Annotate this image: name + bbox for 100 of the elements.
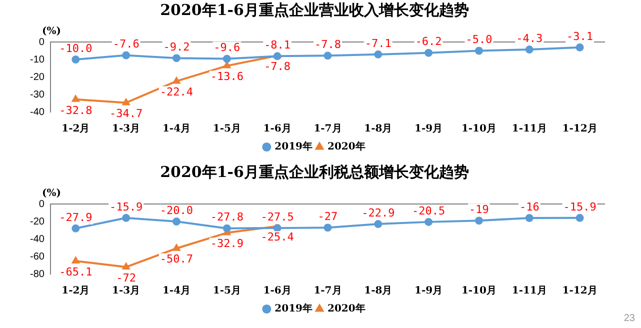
data-label: -27.8 <box>210 210 244 224</box>
point <box>525 46 534 54</box>
x-tick-label: 1-9月 <box>414 124 443 135</box>
point <box>474 216 483 225</box>
point <box>172 54 180 62</box>
data-label: -19 <box>469 202 489 216</box>
x-tick-label: 1-7月 <box>314 286 342 297</box>
data-label: -22.9 <box>362 206 395 220</box>
data-label: -9.2 <box>163 40 190 54</box>
data-label: -8.1 <box>264 38 291 52</box>
legend-label: 2019年 <box>274 140 313 153</box>
chart-title: 2020年1-6月重点企业营业收入增长变化趋势 <box>160 0 469 19</box>
data-label: -16 <box>519 200 540 214</box>
point <box>424 218 433 226</box>
x-tick-label: 1-4月 <box>162 124 191 135</box>
data-label: -32.9 <box>210 237 244 250</box>
point <box>576 43 584 52</box>
point <box>172 77 180 84</box>
legend-label: 2020年 <box>328 140 366 153</box>
data-label: -50.7 <box>160 252 194 266</box>
point <box>122 214 130 222</box>
data-label: -15.9 <box>563 200 596 214</box>
y-tick-label: -40 <box>30 106 45 118</box>
y-tick-label: -60 <box>30 251 45 262</box>
point <box>72 56 80 64</box>
data-label: -22.4 <box>160 86 194 99</box>
point <box>374 50 382 58</box>
data-label: -27 <box>318 210 338 223</box>
point <box>273 224 282 232</box>
x-tick-label: 1-3月 <box>112 286 140 297</box>
data-label: -7.8 <box>314 38 341 52</box>
x-tick-label: 1-11月 <box>512 286 547 297</box>
x-tick-label: 1-6月 <box>263 124 292 135</box>
point <box>222 54 231 63</box>
y-tick-label: -20 <box>30 72 45 83</box>
point <box>324 224 332 232</box>
y-tick-label: -80 <box>30 268 45 280</box>
point <box>222 224 231 232</box>
data-label: -3.1 <box>566 30 594 43</box>
x-tick-label: 1-6月 <box>263 286 292 297</box>
point <box>223 62 230 68</box>
data-label: -15.9 <box>110 200 143 214</box>
data-label: -34.7 <box>110 107 143 120</box>
point <box>72 95 80 102</box>
point <box>525 214 534 222</box>
point <box>474 46 483 55</box>
data-label: -9.6 <box>214 41 240 54</box>
chart-title: 2020年1-6月重点企业利税总额增长变化趋势 <box>160 162 469 181</box>
x-tick-label: 1-12月 <box>562 286 598 297</box>
point <box>72 256 80 264</box>
point <box>122 98 130 106</box>
data-label: -13.6 <box>210 70 244 84</box>
data-label: -72 <box>116 271 136 284</box>
data-label: -20.5 <box>412 204 446 218</box>
x-tick-label: 1-2月 <box>62 286 90 297</box>
data-label: -6.2 <box>415 35 442 48</box>
point <box>324 52 332 60</box>
text: 23 <box>624 313 635 324</box>
data-label: -10.0 <box>59 42 92 55</box>
x-tick-label: 1-10月 <box>461 124 496 135</box>
x-tick-label: 1-5月 <box>212 286 241 297</box>
data-label: -7.6 <box>112 38 140 51</box>
point <box>576 214 584 222</box>
data-label: -65.1 <box>59 265 92 278</box>
point <box>172 218 180 226</box>
point <box>122 51 130 60</box>
y-tick-label: -40 <box>30 234 45 245</box>
data-label: -27.5 <box>260 210 294 224</box>
x-tick-label: 1-8月 <box>364 124 392 135</box>
x-tick-label: 1-11月 <box>512 124 547 135</box>
x-tick-label: 1-5月 <box>212 124 241 135</box>
x-tick-label: 1-12月 <box>562 124 598 135</box>
data-label: -20.0 <box>160 204 194 217</box>
y-axis-title: (%) <box>42 188 61 199</box>
x-tick-label: 1-4月 <box>162 286 191 297</box>
data-label: -7.8 <box>264 60 291 74</box>
legend-label: 2020年 <box>328 302 366 315</box>
x-tick-label: 1-10月 <box>461 286 496 297</box>
point <box>72 224 80 232</box>
y-tick-label: -30 <box>30 89 45 100</box>
y-tick-label: -10 <box>30 54 45 66</box>
x-tick-label: 1-7月 <box>314 124 342 135</box>
data-label: -5.0 <box>466 33 492 46</box>
y-tick-label: 0 <box>38 198 45 210</box>
x-tick-label: 1-3月 <box>112 124 140 135</box>
data-label: -25.4 <box>260 230 294 244</box>
y-tick-label: -20 <box>30 216 45 228</box>
data-label: -32.8 <box>59 104 92 117</box>
x-tick-label: 1-9月 <box>414 286 443 297</box>
point <box>172 244 180 251</box>
legend-label: 2019年 <box>274 302 313 315</box>
point <box>122 263 130 270</box>
data-label: -27.9 <box>59 210 92 224</box>
x-tick-label: 1-8月 <box>364 286 392 297</box>
y-axis-title: (%) <box>42 26 61 37</box>
data-label: -7.1 <box>364 36 392 50</box>
point <box>374 220 382 228</box>
x-tick-label: 1-2月 <box>62 124 90 135</box>
point <box>424 48 433 57</box>
y-tick-label: 0 <box>38 36 45 48</box>
